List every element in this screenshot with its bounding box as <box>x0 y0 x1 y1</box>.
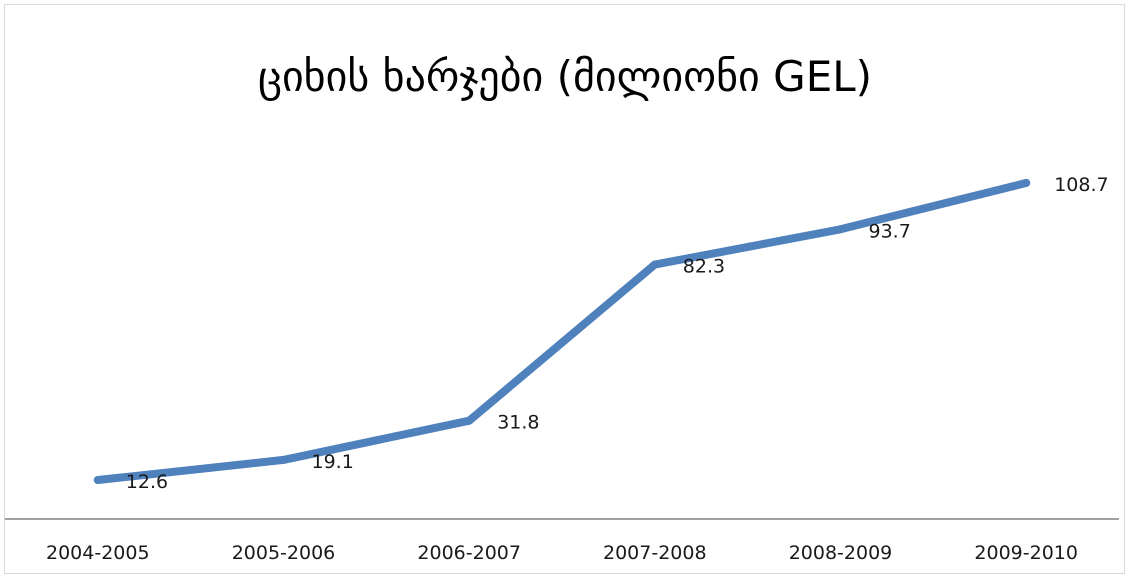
data-point <box>836 225 845 234</box>
x-tick-label: 2009-2010 <box>974 542 1078 564</box>
data-label: 12.6 <box>126 471 168 493</box>
series-group <box>93 178 1031 484</box>
data-label: 31.8 <box>497 412 539 434</box>
data-point <box>93 476 102 484</box>
data-point <box>465 416 474 425</box>
data-label: 19.1 <box>312 451 354 473</box>
data-point <box>650 260 659 269</box>
chart-frame: ციხის ხარჯები (მილიონი GEL) 12.6 19.1 31.8… <box>4 4 1125 574</box>
x-tick-labels: 2004-2005 2005-2006 2006-2007 2007-2008 2008… <box>46 542 1078 564</box>
chart-title: ციხის ხარჯები (მილიონი GEL) <box>258 52 872 101</box>
line-chart: ციხის ხარჯები (მილიონი GEL) 12.6 19.1 31.8… <box>5 52 1119 564</box>
x-tick-label: 2008-2009 <box>789 542 893 564</box>
x-tick-label: 2004-2005 <box>46 542 150 564</box>
x-tick-label: 2005-2006 <box>232 542 336 564</box>
data-point <box>1022 178 1031 187</box>
data-label: 82.3 <box>683 256 725 278</box>
data-label: 93.7 <box>869 220 911 242</box>
x-tick-label: 2006-2007 <box>417 542 521 564</box>
data-labels: 12.6 19.1 31.8 82.3 93.7 108.7 <box>126 174 1109 493</box>
series-line <box>93 178 1031 484</box>
data-point <box>279 455 288 464</box>
x-tick-label: 2007-2008 <box>603 542 707 564</box>
data-label: 108.7 <box>1054 174 1108 196</box>
